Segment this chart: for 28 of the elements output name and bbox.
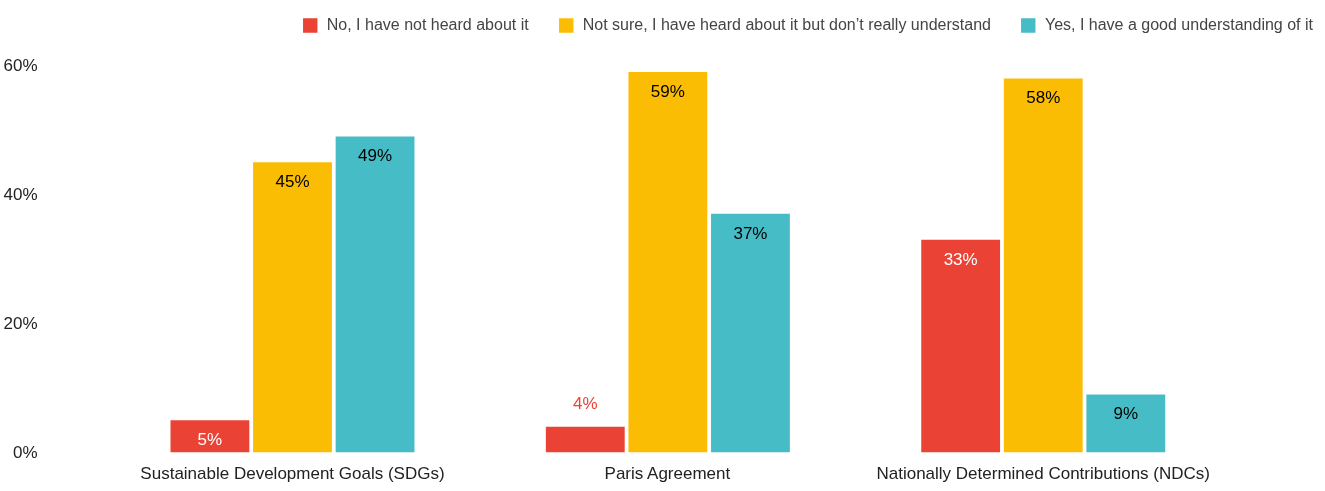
data-label: 5% (197, 430, 223, 450)
bar (1086, 394, 1166, 453)
y-tick-label: 20% (3, 314, 38, 333)
legend-label: Yes, I have a good understanding of it (1044, 16, 1313, 34)
data-label: 59% (650, 81, 685, 101)
data-label: 33% (943, 249, 978, 269)
x-tick-label: Paris Agreement (604, 463, 731, 483)
data-label: 58% (1026, 88, 1061, 108)
data-label: 4% (573, 393, 598, 413)
y-tick-label: 60% (3, 56, 38, 75)
legend-label: No, I have not heard about it (326, 16, 529, 34)
y-tick-label: 40% (3, 185, 38, 204)
y-tick-label: 0% (12, 443, 38, 462)
bar (711, 213, 790, 453)
bar (545, 426, 625, 453)
bar (335, 136, 415, 453)
bar (253, 162, 332, 453)
data-label: 49% (358, 146, 393, 166)
x-tick-label: Sustainable Development Goals (SDGs) (140, 463, 445, 483)
x-tick-label: Nationally Determined Contributions (NDCs) (876, 463, 1210, 483)
bar (628, 71, 708, 453)
data-label: 37% (733, 223, 768, 243)
bar (1003, 78, 1083, 453)
bar (170, 420, 250, 453)
bar (921, 239, 1001, 453)
legend-label: Not sure, I have heard about it but don’t really understand (582, 16, 991, 34)
data-label: 45% (275, 172, 310, 192)
data-label: 9% (1113, 404, 1139, 424)
